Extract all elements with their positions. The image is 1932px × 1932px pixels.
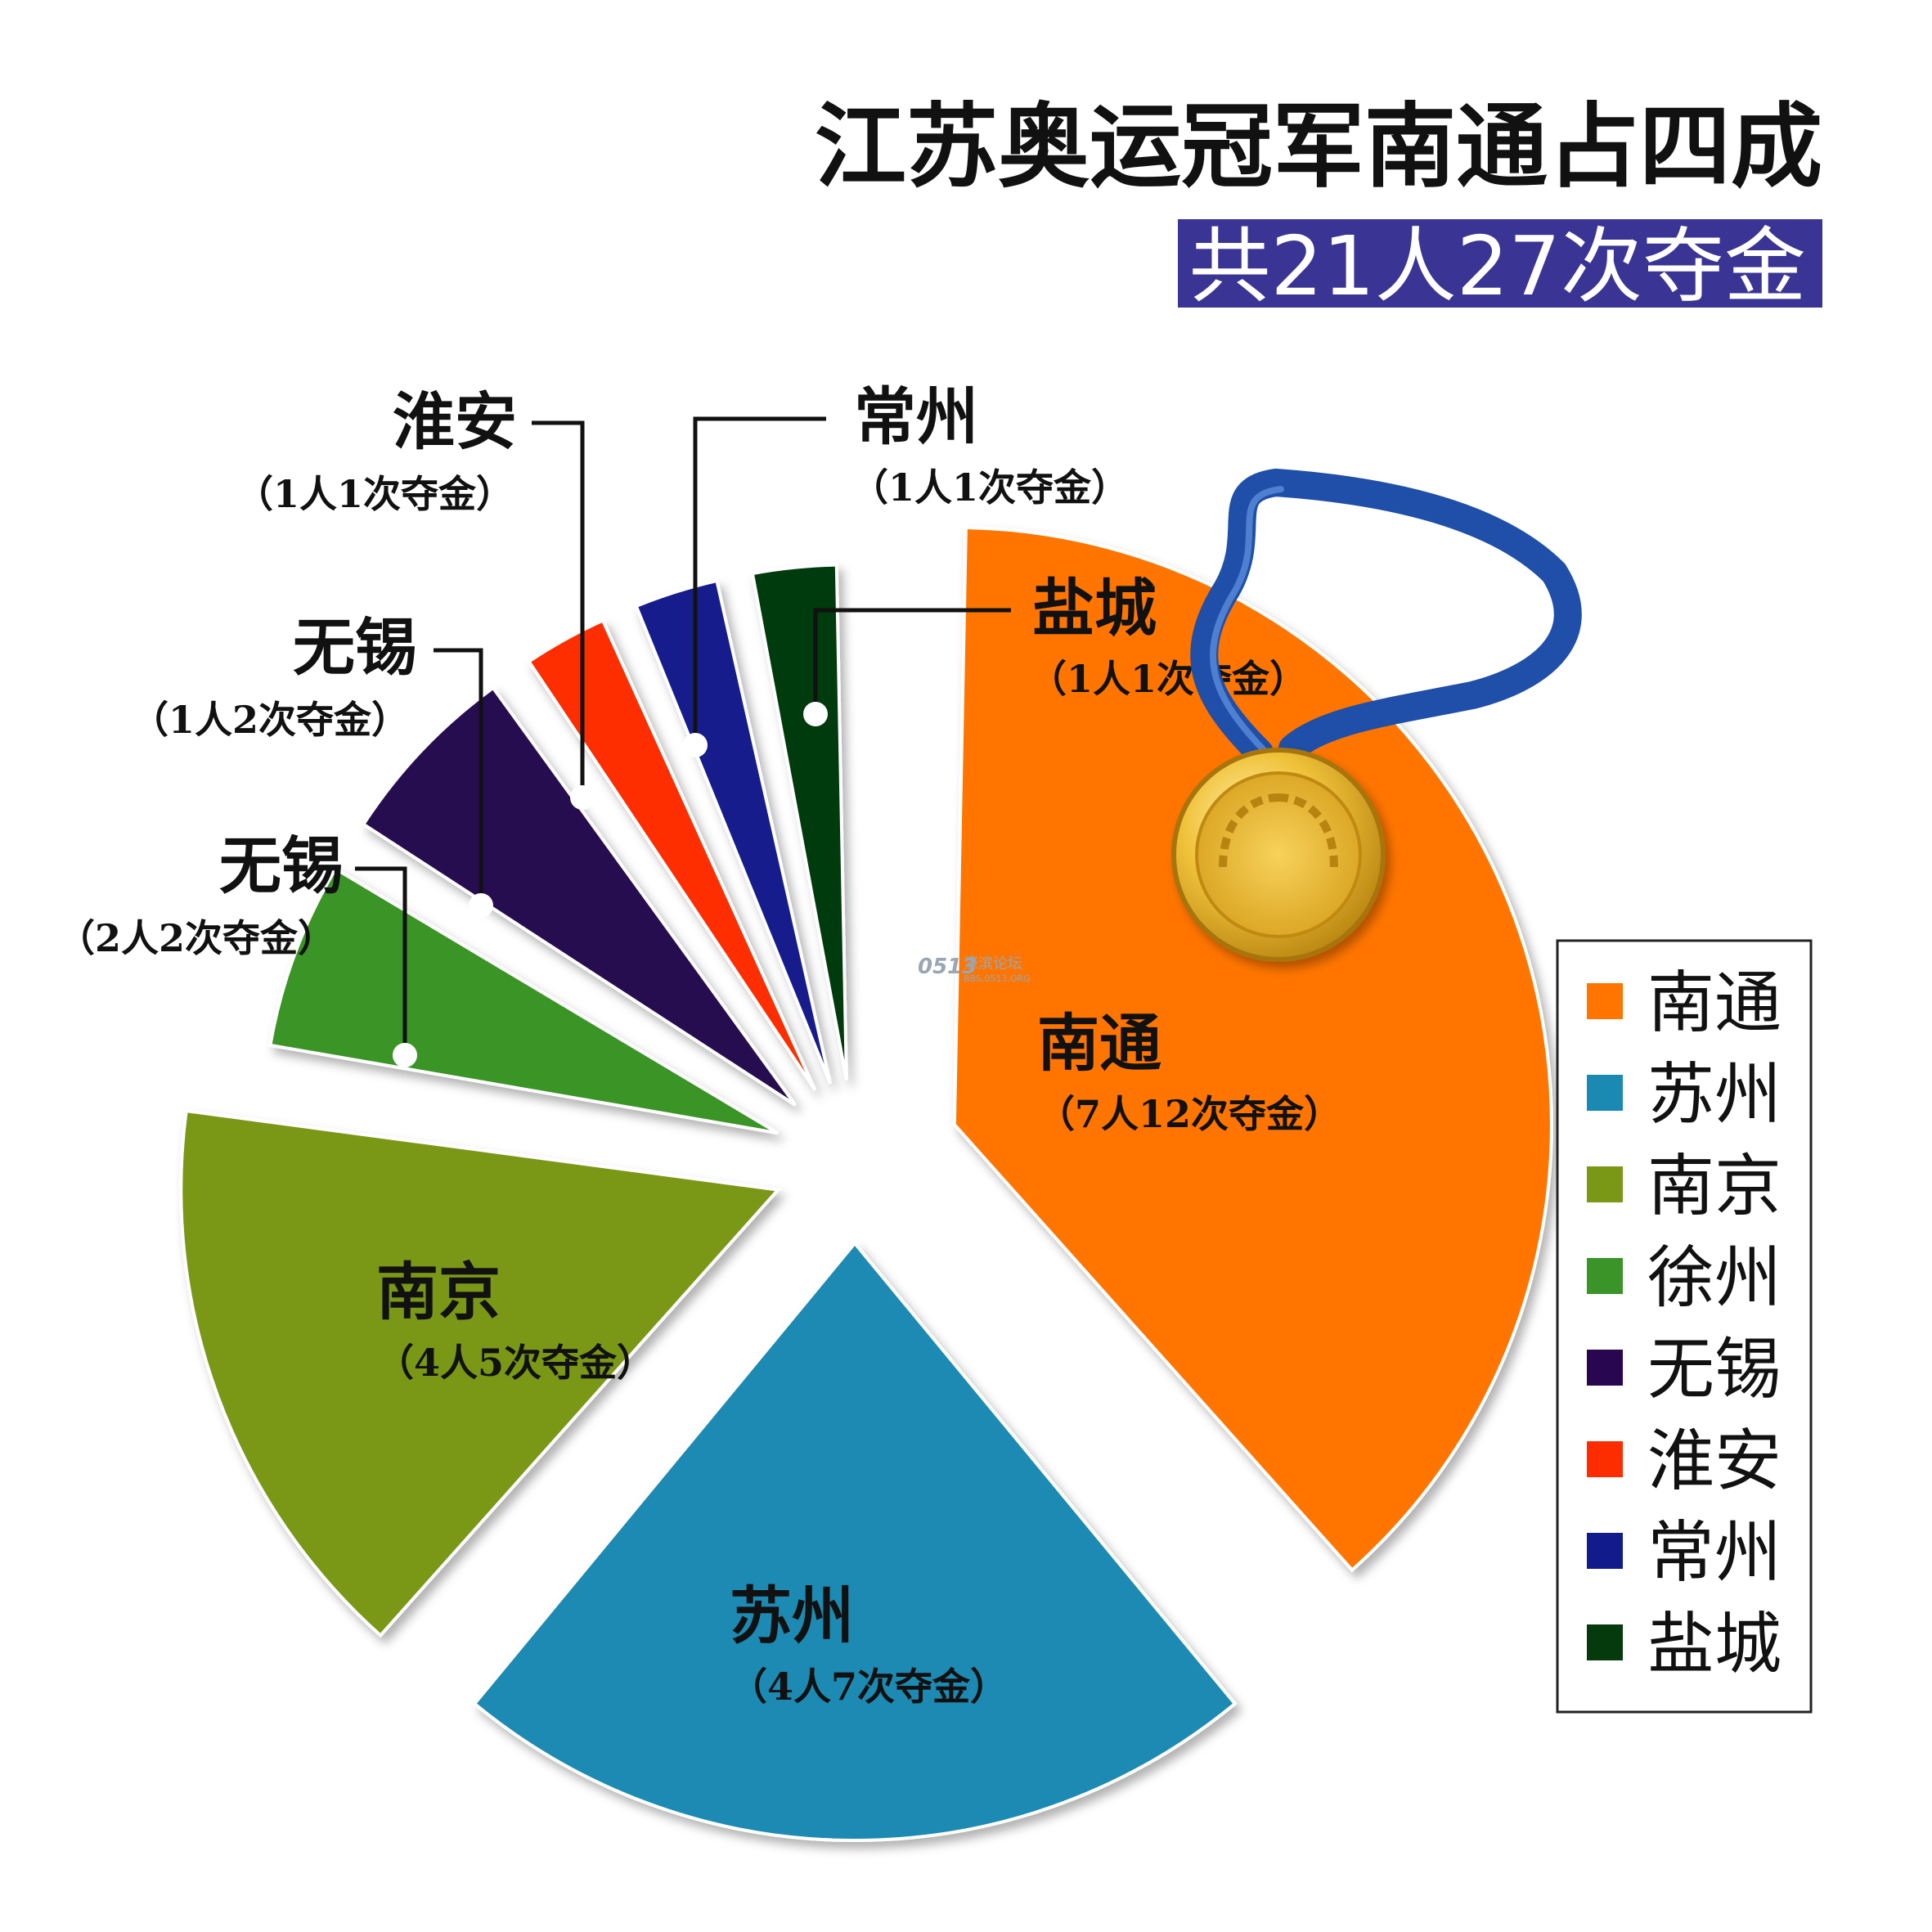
legend-label-yancheng: 盐城	[1647, 1606, 1781, 1683]
slice-detail-changzhou: （1人1次夺金）	[851, 465, 1129, 510]
chart-title: 江苏奥运冠军南通占四成	[815, 93, 1822, 200]
slice-label-wuxi-1: 无锡	[293, 611, 417, 684]
legend-label-wuxi: 无锡	[1647, 1331, 1781, 1409]
leader-line-wuxi-1	[434, 648, 483, 905]
medal-ribbon-highlight	[1210, 486, 1284, 756]
marker-dot-changzhou	[683, 733, 708, 757]
legend-swatch-wuxi	[1587, 1350, 1623, 1386]
legend-label-xuzhou: 徐州	[1647, 1239, 1781, 1317]
leader-line-wuxi-2	[355, 866, 407, 1055]
slice-label-suzhou: 苏州	[730, 1579, 854, 1652]
slice-detail-nanjing: （4人5次夺金）	[376, 1341, 654, 1385]
pie-slice-nanjing	[179, 1108, 782, 1638]
legend-label-changzhou: 常州	[1647, 1514, 1781, 1592]
marker-dot-wuxi-1	[469, 893, 493, 918]
slice-label-nanjing: 南京	[376, 1256, 501, 1328]
legend-swatch-nantong	[1587, 983, 1623, 1019]
medal-ribbon	[1190, 468, 1582, 766]
marker-dot-wuxi-2	[393, 1043, 417, 1067]
watermark: 0513 濠滨论坛 BBS.0513.ORG	[918, 955, 1031, 984]
marker-dot-yancheng	[803, 702, 828, 726]
legend-swatch-suzhou	[1587, 1075, 1623, 1111]
slice-markers	[393, 702, 828, 1067]
leader-lines	[355, 416, 1011, 1055]
legend-label-suzhou: 苏州	[1647, 1056, 1781, 1134]
leader-line-yancheng	[813, 608, 1011, 714]
legend-box	[1556, 939, 1813, 1714]
pie-slice-suzhou	[472, 1240, 1238, 1842]
medal-laurel	[1219, 793, 1338, 868]
slice-detail-huaian: （1人1次夺金）	[236, 472, 514, 516]
watermark-name: 濠滨论坛	[964, 955, 1022, 973]
pie-slice-nantong	[952, 525, 1553, 1573]
pie-slice-wuxi-2	[268, 866, 780, 1135]
gold-medal-icon	[1171, 468, 1582, 962]
pie-slice-yancheng	[750, 563, 848, 1081]
leader-line-changzhou	[693, 416, 826, 745]
slice-detail-nantong: （7人12次夺金）	[1037, 1092, 1341, 1136]
pie-slice-changzhou	[634, 578, 833, 1085]
pie-slices	[179, 525, 1553, 1842]
slice-label-nantong: 南通	[1037, 1007, 1161, 1080]
leader-line-huaian	[532, 420, 585, 798]
slice-label-huaian: 淮安	[393, 385, 517, 458]
marker-dot-huaian	[570, 785, 595, 810]
subtitle-background	[1178, 219, 1822, 308]
legend-swatch-huaian	[1587, 1441, 1623, 1477]
legend-label-nantong: 南通	[1647, 964, 1781, 1042]
chart-subtitle: 共21人27次夺金	[1189, 218, 1807, 314]
pie-slice-huaian	[526, 618, 817, 1091]
slice-label-changzhou: 常州	[854, 380, 978, 453]
legend-swatch-yancheng	[1587, 1624, 1623, 1660]
legend-label-huaian: 淮安	[1647, 1422, 1781, 1500]
slice-detail-wuxi-2: （2人2次夺金）	[57, 916, 335, 960]
watermark-logo: 0513	[918, 955, 977, 979]
pie-slice-wuxi-1	[361, 685, 798, 1107]
slice-label-wuxi-2: 无锡	[219, 829, 344, 902]
slice-detail-suzhou: （4人7次夺金）	[730, 1665, 1008, 1709]
legend-swatch-changzhou	[1587, 1533, 1623, 1569]
legend-swatch-xuzhou	[1587, 1258, 1623, 1294]
legend-swatch-nanjing	[1587, 1166, 1623, 1202]
watermark-url: BBS.0513.ORG	[964, 973, 1031, 984]
slice-detail-yancheng: （1人1次夺金）	[1029, 657, 1307, 701]
slice-detail-wuxi-1: （1人2次夺金）	[131, 698, 409, 742]
slice-label-yancheng: 盐城	[1032, 572, 1157, 645]
legend-label-nanjing: 南京	[1647, 1148, 1781, 1225]
